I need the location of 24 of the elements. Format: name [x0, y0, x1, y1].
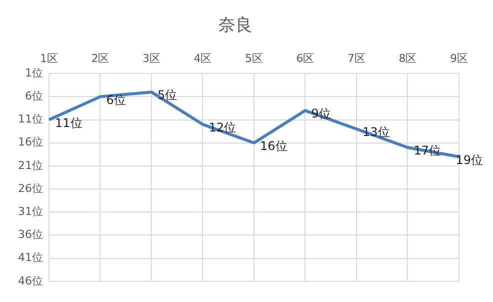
x-tick-label: 2区 — [91, 52, 110, 65]
y-tick-label: 1位 — [24, 66, 43, 80]
y-tick-label: 11位 — [18, 112, 43, 126]
y-tick-label: 46位 — [18, 274, 43, 288]
x-tick-label: 9区 — [450, 52, 468, 65]
y-tick-label: 26位 — [18, 182, 43, 195]
x-tick-label: 8区 — [398, 52, 417, 65]
x-tick-label: 6区 — [296, 52, 314, 65]
x-tick-label: 7区 — [348, 52, 366, 65]
data-label: 6位 — [106, 92, 126, 107]
x-tick-label: 1区 — [40, 52, 58, 65]
x-tick-label: 4区 — [194, 52, 212, 65]
x-tick-label: 5区 — [245, 52, 263, 65]
x-tick-label: 3区 — [142, 52, 160, 65]
y-tick-label: 21位 — [18, 158, 43, 172]
y-tick-label: 16位 — [18, 136, 43, 149]
y-tick-label: 36位 — [18, 228, 43, 242]
chart-title: 奈良 — [218, 16, 252, 36]
data-label: 16位 — [260, 138, 288, 153]
y-tick-label: 6位 — [24, 90, 43, 103]
y-tick-label: 41位 — [18, 251, 43, 264]
y-tick-label: 31位 — [18, 204, 43, 218]
data-label: 11位 — [54, 116, 82, 130]
data-label: 19位 — [456, 152, 484, 167]
